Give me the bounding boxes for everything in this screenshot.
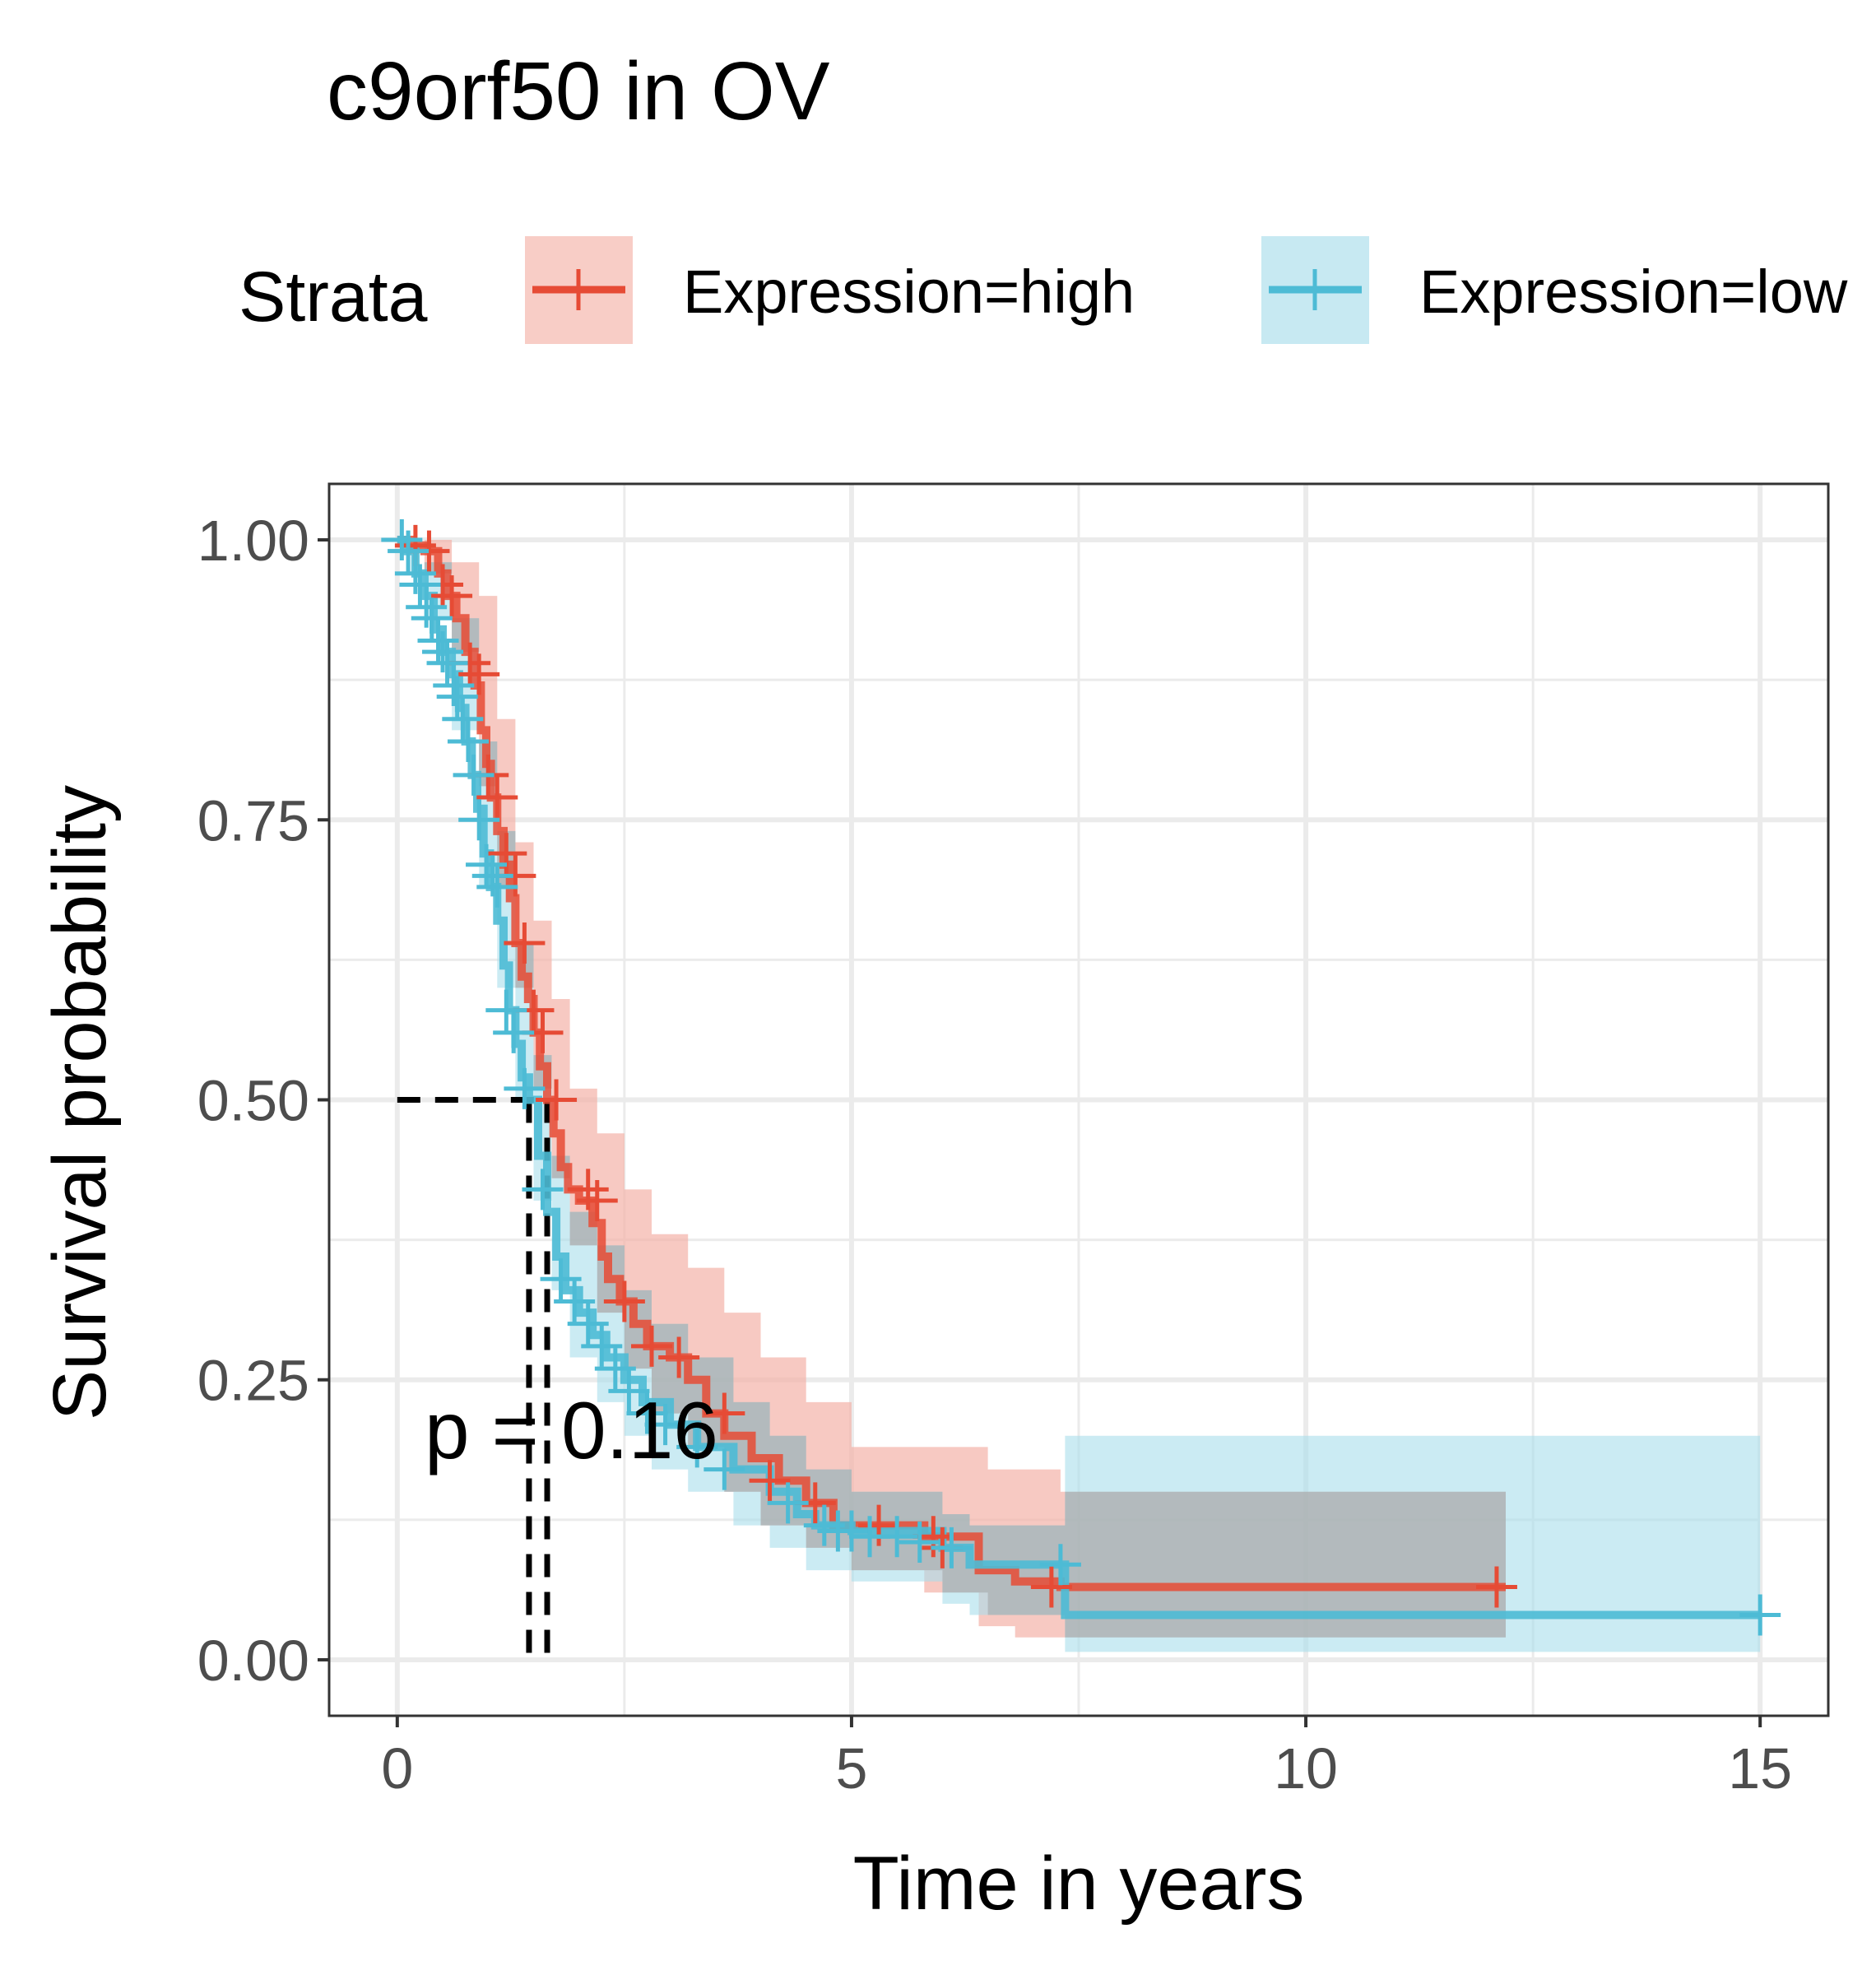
censor-mark-high <box>1475 1566 1517 1608</box>
chart-title: c9orf50 in OV <box>327 45 830 137</box>
censor-mark-high <box>431 575 473 617</box>
y-tick-label: 0.00 <box>197 1629 309 1693</box>
censor-mark-low <box>522 1169 564 1211</box>
legend-label-low: Expression=low <box>1419 258 1848 326</box>
censor-mark-high <box>858 1504 900 1546</box>
censor-mark-low <box>417 620 459 662</box>
y-axis-title: Survival probability <box>38 785 122 1420</box>
censor-mark-low <box>581 1325 623 1367</box>
censor-mark-low <box>567 1303 609 1345</box>
ci-band-low <box>397 540 1761 1652</box>
censor-mark-low <box>830 1510 872 1552</box>
censor-mark-low <box>1039 1544 1081 1586</box>
y-tick-label: 0.25 <box>197 1349 309 1413</box>
censor-mark-low <box>1739 1594 1781 1636</box>
censor-mark-low <box>388 530 430 572</box>
censor-mark-low <box>931 1527 973 1568</box>
censor-mark-low <box>540 1258 582 1300</box>
censor-mark-high <box>458 653 500 695</box>
censor-mark-low <box>485 989 527 1031</box>
censor-mark-high <box>476 777 518 819</box>
censor-mark-high <box>576 1179 618 1221</box>
censor-mark-low <box>704 1448 745 1490</box>
censor-mark-high <box>536 1079 578 1121</box>
x-axis-title: Time in years <box>853 1842 1305 1926</box>
x-tick-label: 0 <box>381 1736 413 1801</box>
censor-mark-high <box>631 1325 673 1367</box>
censor-mark-low <box>422 631 464 673</box>
censor-mark-low <box>399 564 441 606</box>
censor-mark-low <box>644 1404 686 1446</box>
censor-mark-low <box>876 1516 918 1558</box>
ci-overlap <box>397 540 1506 1638</box>
y-tick-label: 1.00 <box>197 509 309 573</box>
y-tick-label: 0.75 <box>197 788 309 853</box>
legend-title: Strata <box>239 258 428 337</box>
censor-mark-low <box>411 597 453 639</box>
censor-mark-low <box>447 721 489 763</box>
censor-mark-low <box>381 519 423 561</box>
censor-mark-low <box>453 754 495 796</box>
censor-mark-low <box>466 843 508 885</box>
censor-mark-low <box>594 1348 636 1390</box>
censor-mark-low <box>426 642 468 684</box>
censor-mark-low <box>471 855 513 897</box>
legend: Strata Expression=high Expression=low <box>239 236 1848 344</box>
x-tick-label: 10 <box>1274 1736 1338 1801</box>
censor-mark-low <box>899 1522 940 1564</box>
censor-mark-low <box>626 1392 668 1434</box>
censor-mark-low <box>406 586 448 628</box>
x-tick-label: 15 <box>1728 1736 1792 1801</box>
censor-mark-low <box>458 799 500 841</box>
censor-mark-low <box>493 1011 535 1053</box>
censor-mark-low <box>608 1370 650 1412</box>
censor-mark-high <box>504 922 546 964</box>
censor-mark-low <box>442 698 484 740</box>
censor-mark-low <box>436 676 478 718</box>
censor-mark-low <box>394 552 436 594</box>
censor-mark-high <box>658 1336 700 1378</box>
censor-mark-low <box>676 1426 718 1468</box>
p-value-label: p = 0.16 <box>425 1385 718 1475</box>
censor-mark-high <box>1030 1566 1072 1608</box>
censor-mark-low <box>504 1067 546 1109</box>
survival-curve-high <box>397 536 1506 1592</box>
censor-mark-high <box>567 1169 609 1211</box>
censor-mark-low <box>433 664 475 706</box>
censor-mark-high <box>603 1280 645 1322</box>
censor-mark-low <box>767 1482 809 1524</box>
plot-area: p = 0.16 <box>329 484 1828 1716</box>
censor-mark-low <box>554 1280 596 1322</box>
x-tick-label: 5 <box>835 1736 867 1801</box>
censor-mark-high <box>749 1460 791 1502</box>
y-tick-label: 0.50 <box>197 1069 309 1133</box>
censor-mark-low <box>476 866 518 908</box>
legend-label-high: Expression=high <box>683 258 1135 326</box>
censor-mark-high <box>485 833 527 875</box>
censor-mark-high <box>704 1392 745 1434</box>
axes: 0 5 10 15 0.00 0.25 0.50 0.75 1.00 <box>197 482 1830 1801</box>
